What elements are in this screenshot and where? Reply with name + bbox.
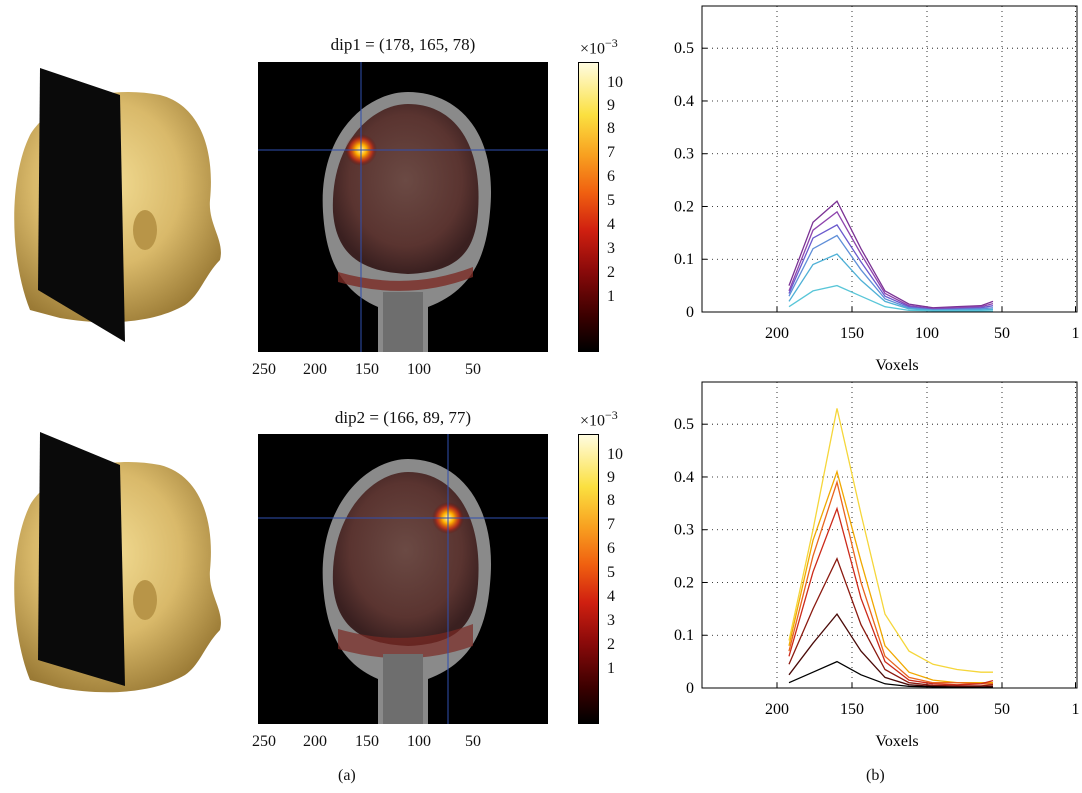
series-line-4 [788, 234, 994, 311]
mri-xtick-2-2: 150 [355, 733, 379, 750]
y-tick-label: 0.3 [674, 522, 694, 539]
head-render-2 [14, 432, 221, 693]
y-tick-label: 0.5 [674, 40, 694, 57]
mri-slice-2 [258, 434, 548, 724]
colorbar-exponent-power-2: −3 [605, 408, 618, 422]
x-tick-label: 50 [994, 325, 1010, 342]
series-line-3 [788, 224, 994, 311]
y-tick-label: 0.1 [674, 251, 694, 268]
mri-xtick-1-3: 100 [407, 361, 431, 378]
colorbar-tick: 3 [607, 240, 615, 257]
series-line-7 [788, 660, 993, 689]
mri-slice-1 [258, 62, 548, 352]
y-tick-label: 0 [686, 680, 694, 697]
colorbar-tick: 2 [607, 264, 615, 281]
y-tick-label: 0.5 [674, 416, 694, 433]
mri-xtick-1-0: 250 [252, 361, 276, 378]
colorbar-exponent-base-2: ×10 [580, 412, 606, 430]
mri-xtick-1-1: 200 [303, 361, 327, 378]
x-tick-label: 1 [1072, 701, 1080, 718]
y-tick-label: 0.2 [674, 574, 694, 591]
colorbar-exponent-base-1: ×10 [580, 40, 606, 58]
colorbar-tick: 9 [607, 469, 615, 486]
x-tick-label: 150 [840, 701, 864, 718]
plot-area [701, 381, 1078, 689]
series-line-5 [788, 557, 994, 687]
mri-title-1: dip1 = (178, 165, 78) [330, 35, 476, 54]
series-line-1 [788, 200, 994, 309]
colorbar-tick: 2 [607, 636, 615, 653]
colorbar-tick: 5 [607, 564, 615, 581]
mri-xtick-2-1: 200 [303, 733, 327, 750]
series-line-3 [788, 479, 993, 685]
colorbar-tick: 5 [607, 192, 615, 209]
mri-xtick-1-4: 50 [465, 361, 481, 378]
series-line-5 [788, 253, 994, 312]
caption-b: (b) [866, 767, 885, 784]
colorbar-tick: 9 [607, 97, 615, 114]
series-line-6 [788, 284, 993, 312]
x-axis-label: Voxels [875, 357, 918, 374]
series-line-4 [788, 506, 994, 686]
y-tick-label: 0.1 [674, 627, 694, 644]
colorbar-tick: 6 [607, 168, 615, 185]
x-tick-label: 1 [1072, 325, 1080, 342]
colorbar-tick: 4 [607, 588, 615, 605]
mri-title-2: dip2 = (166, 89, 77) [334, 408, 472, 427]
colorbar-tick: 3 [607, 612, 615, 629]
colorbar-tick: 6 [607, 540, 615, 557]
colorbar-tick: 10 [607, 446, 623, 463]
x-tick-label: 100 [915, 325, 939, 342]
colorbar-tick: 8 [607, 492, 615, 509]
colorbar-tick: 7 [607, 144, 615, 161]
mri-xtick-2-4: 50 [465, 733, 481, 750]
colorbar-1 [578, 62, 599, 352]
x-tick-label: 100 [915, 701, 939, 718]
colorbar-tick: 4 [607, 216, 615, 233]
colorbar-tick: 8 [607, 120, 615, 137]
colorbar-tick: 10 [607, 74, 623, 91]
mri-xtick-2-0: 250 [252, 733, 276, 750]
voxel-profile-chart-2: 200 150 100 50 1 0 0.1 0.2 0.3 0.4 0.5 Voxels [674, 381, 1080, 750]
caption-a: (a) [338, 767, 356, 784]
voxel-profile-chart-1: 200 150 100 50 1 0 0.1 0.2 0.3 0.4 0.5 Voxels [674, 5, 1080, 374]
x-tick-label: 200 [765, 325, 789, 342]
colorbar-tick: 1 [607, 660, 615, 677]
series-line-1 [788, 408, 993, 673]
x-tick-label: 50 [994, 701, 1010, 718]
colorbar-exponent-2: ×10−3 [580, 408, 618, 430]
colorbar-exponent-1: ×10−3 [580, 36, 618, 58]
y-tick-label: 0.4 [674, 469, 694, 486]
y-tick-label: 0.3 [674, 146, 694, 163]
plot-area [701, 5, 1078, 313]
colorbar-exponent-power-1: −3 [605, 36, 618, 50]
colorbar-tick: 1 [607, 288, 615, 305]
series-line-2 [788, 210, 994, 310]
y-tick-label: 0.2 [674, 198, 694, 215]
mri-xtick-1-2: 150 [355, 361, 379, 378]
x-axis-label: Voxels [875, 733, 918, 750]
y-tick-label: 0 [686, 304, 694, 321]
x-tick-label: 150 [840, 325, 864, 342]
y-tick-label: 0.4 [674, 93, 694, 110]
head-render-1 [14, 68, 221, 342]
colorbar-tick: 7 [607, 516, 615, 533]
x-tick-label: 200 [765, 701, 789, 718]
colorbar-2 [578, 434, 599, 724]
mri-xtick-2-3: 100 [407, 733, 431, 750]
